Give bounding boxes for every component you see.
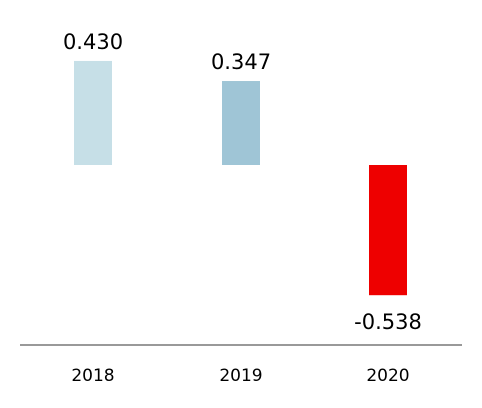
- value-label-2018: 0.430: [63, 30, 123, 54]
- value-labels-layer: 0.430 0.347 -0.538: [63, 30, 422, 334]
- bars-layer: [74, 60, 407, 296]
- bar-2020: [369, 165, 407, 296]
- bar-2018: [74, 60, 112, 165]
- x-tick-label-2018: 2018: [71, 366, 114, 386]
- x-tick-label-2020: 2020: [366, 366, 409, 386]
- value-label-2020: -0.538: [354, 310, 422, 334]
- x-tick-labels-layer: 2018 2019 2020: [71, 366, 409, 386]
- bar-2019: [222, 81, 260, 165]
- value-label-2019: 0.347: [211, 50, 271, 74]
- x-tick-label-2019: 2019: [219, 366, 262, 386]
